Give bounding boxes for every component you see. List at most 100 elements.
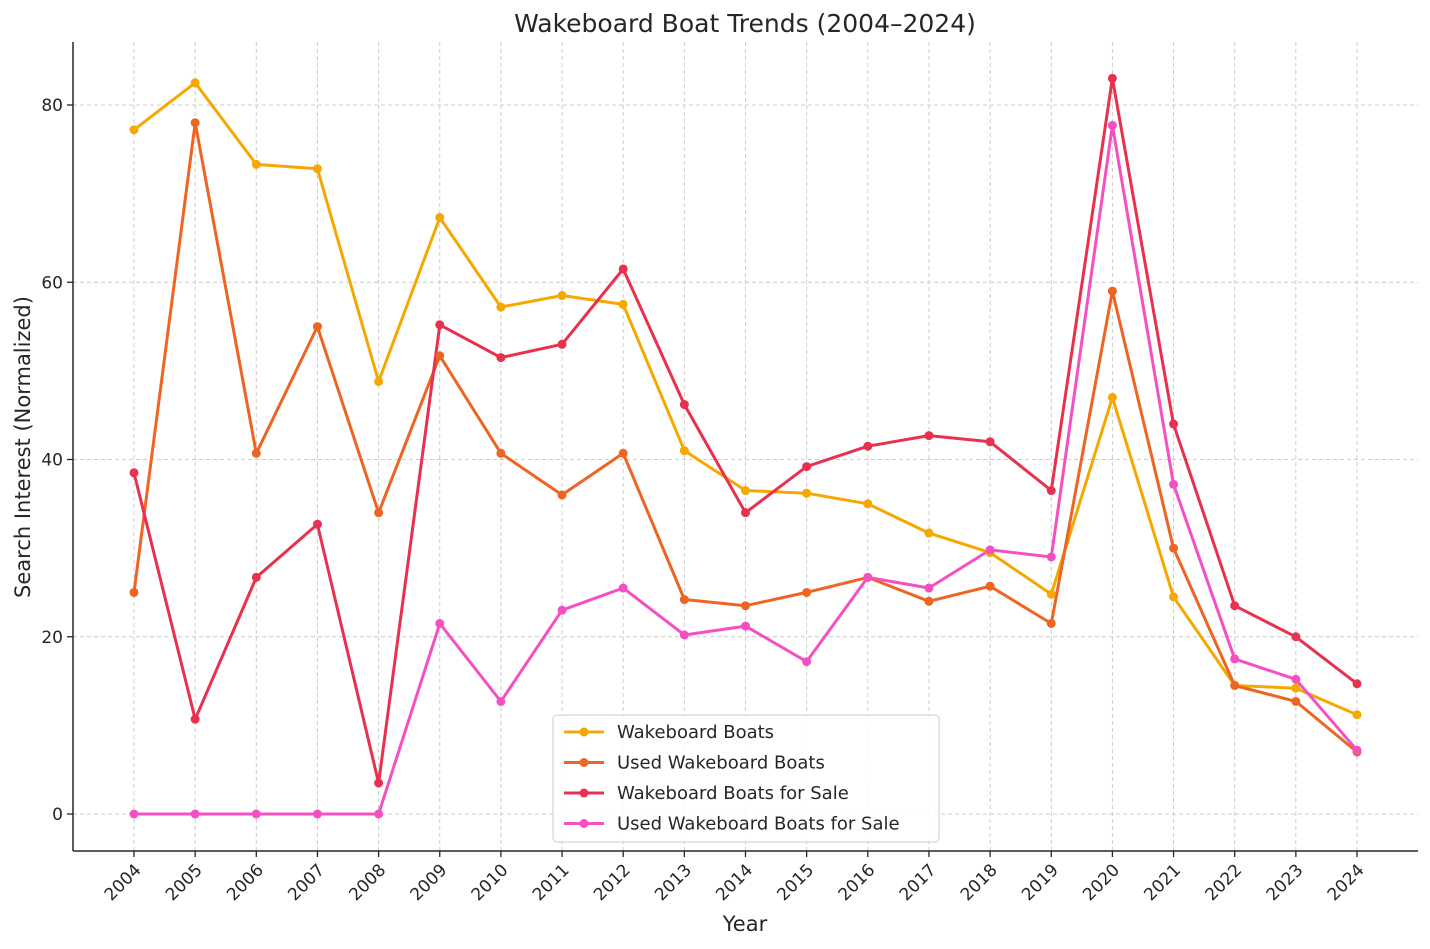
legend: Wakeboard Boats Used Wakeboard Boats Wakeb… (552, 714, 940, 843)
data-point (1169, 592, 1179, 602)
data-point (374, 508, 384, 518)
x-tick-label: 2014 (712, 860, 757, 905)
legend-swatch-marker (579, 788, 589, 798)
data-point (985, 545, 995, 555)
x-tick-label: 2017 (896, 860, 941, 905)
data-point (1352, 710, 1362, 720)
series-points (129, 73, 1362, 819)
data-point (1169, 419, 1179, 429)
data-point (251, 159, 261, 169)
legend-swatch-marker (579, 758, 589, 767)
data-point (1291, 696, 1301, 706)
x-tick-label: 2018 (957, 860, 1002, 905)
x-tick-label: 2023 (1263, 860, 1308, 905)
data-point (1230, 601, 1240, 611)
data-point (312, 164, 322, 174)
data-point (1107, 73, 1117, 83)
data-point (129, 125, 139, 135)
data-point (435, 618, 445, 628)
data-point (679, 595, 689, 605)
data-point (741, 508, 750, 518)
data-point (679, 630, 689, 640)
data-point (924, 596, 934, 606)
data-point (312, 322, 322, 332)
data-point (190, 714, 200, 724)
data-point (496, 353, 506, 363)
data-point (251, 448, 261, 458)
data-point (618, 583, 628, 593)
x-tick-label: 2006 (223, 860, 268, 905)
x-tick-label: 2009 (407, 860, 452, 905)
x-tick-label: 2011 (529, 860, 574, 905)
data-point (435, 213, 445, 223)
y-tick-label: 60 (41, 273, 63, 293)
data-point (863, 441, 873, 451)
data-point (557, 339, 567, 349)
data-point (1352, 745, 1362, 755)
x-tick-label: 2004 (101, 860, 146, 905)
data-point (924, 583, 934, 593)
data-point (190, 809, 200, 819)
data-point (1169, 479, 1179, 489)
data-point (129, 809, 139, 819)
data-point (1107, 286, 1117, 296)
data-point (741, 621, 750, 631)
legend-label: Used Wakeboard Boats for Sale (617, 814, 900, 835)
data-point (1107, 120, 1117, 130)
data-point (251, 809, 261, 819)
data-point (802, 657, 812, 667)
data-point (557, 605, 567, 615)
data-point (496, 448, 506, 458)
x-tick-label: 2021 (1140, 860, 1185, 905)
legend-label: Wakeboard Boats (617, 722, 774, 743)
data-point (1230, 680, 1240, 690)
data-point (374, 377, 384, 387)
x-tick-label: 2024 (1324, 860, 1369, 905)
data-point (1291, 683, 1301, 693)
data-point (435, 351, 445, 361)
data-point (435, 320, 445, 330)
x-ticks: 2004 2005 2006 2007 2008 2009 2010 2011 2012 2013… (101, 851, 1369, 905)
data-point (1107, 392, 1117, 402)
x-tick-label: 2020 (1079, 860, 1124, 905)
data-point (190, 78, 200, 88)
data-point (741, 601, 750, 611)
data-point (924, 431, 934, 441)
data-point (679, 446, 689, 456)
x-tick-label: 2015 (773, 860, 818, 905)
data-point (312, 519, 322, 529)
data-point (741, 486, 750, 496)
x-tick-label: 2005 (162, 860, 207, 905)
data-point (1046, 618, 1056, 628)
legend-box (552, 714, 940, 843)
data-point (1352, 679, 1362, 689)
data-point (863, 499, 873, 509)
data-point (190, 118, 200, 128)
y-tick-label: 80 (41, 96, 63, 116)
y-tick-label: 20 (41, 628, 63, 648)
data-point (1046, 589, 1056, 599)
x-tick-label: 2007 (284, 860, 329, 905)
data-point (1230, 654, 1240, 664)
legend-swatch-marker (579, 819, 589, 828)
data-point (129, 468, 139, 478)
data-point (618, 264, 628, 274)
data-point (1169, 543, 1179, 553)
data-point (1046, 486, 1056, 496)
x-tick-label: 2013 (651, 860, 696, 905)
y-tick-label: 40 (41, 451, 63, 471)
data-point (557, 291, 567, 301)
data-point (557, 490, 567, 500)
data-point (374, 778, 384, 788)
legend-swatch-marker (579, 727, 589, 737)
x-tick-label: 2008 (345, 860, 390, 905)
data-point (1291, 674, 1301, 684)
data-point (863, 572, 873, 582)
y-ticks: 0 20 40 60 80 (41, 96, 73, 825)
data-point (618, 448, 628, 458)
x-axis-label: Year (722, 912, 768, 936)
data-point (679, 400, 689, 410)
data-point (618, 299, 628, 309)
data-point (924, 528, 934, 538)
